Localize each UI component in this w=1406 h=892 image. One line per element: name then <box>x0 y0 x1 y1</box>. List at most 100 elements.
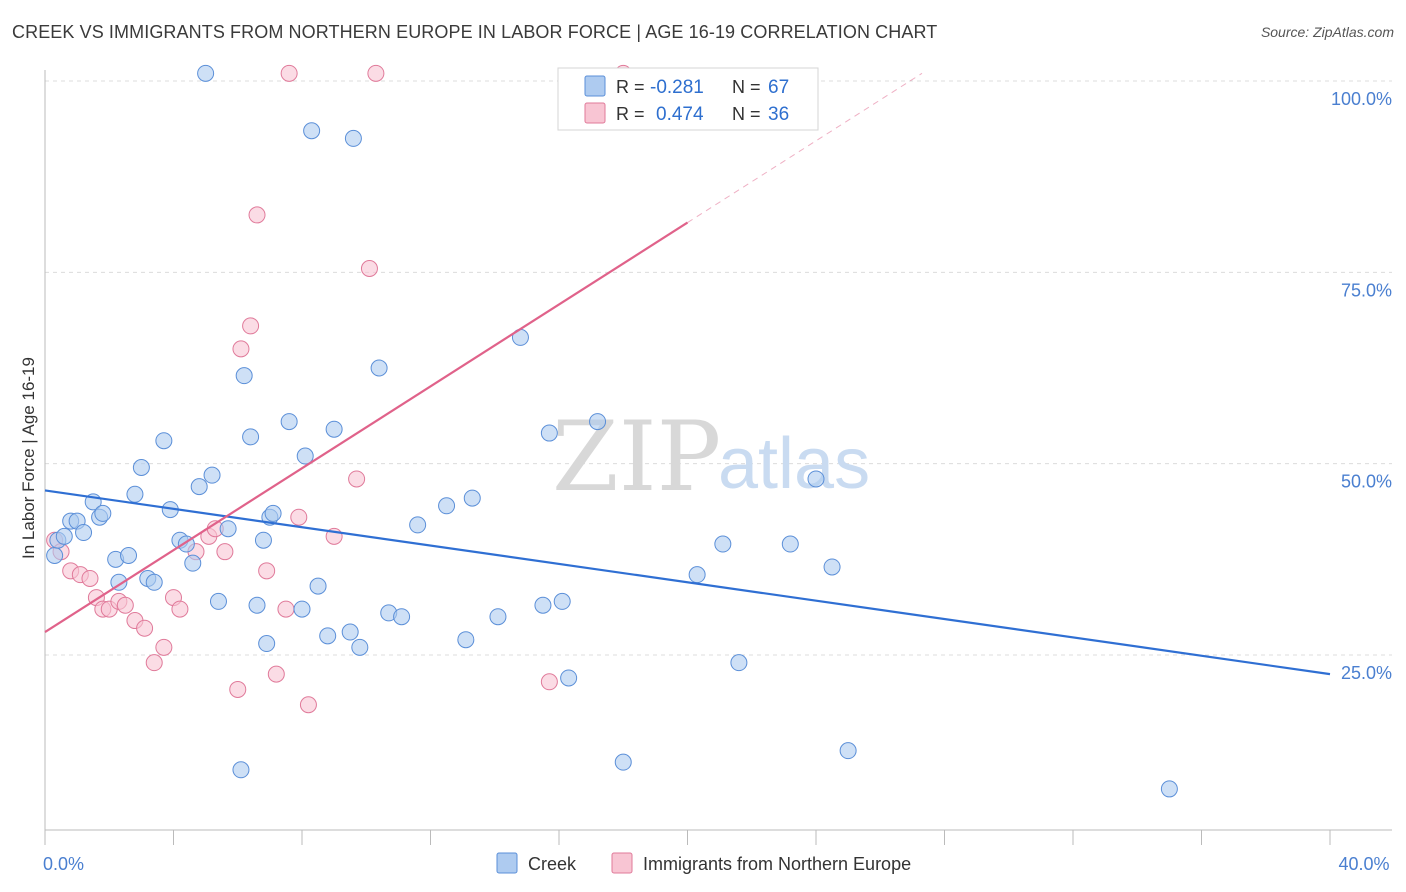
watermark-zip: ZIP <box>552 401 721 513</box>
data-point-creek <box>688 566 706 584</box>
series-immigrants-points <box>46 64 632 714</box>
data-point-creek <box>197 64 215 82</box>
data-point-creek <box>209 592 227 610</box>
legend-swatch-immigrants <box>584 102 606 124</box>
data-point-immigrants <box>540 673 558 691</box>
legend-swatch-creek <box>584 75 606 97</box>
legend-n-value: 36 <box>768 104 789 125</box>
x-tick-label: 40.0% <box>1338 854 1389 874</box>
y-tick-labels: 100.0% 75.0% 50.0% 25.0% <box>1331 89 1392 683</box>
data-point-creek <box>219 520 237 538</box>
data-point-immigrants <box>258 562 276 580</box>
data-point-creek <box>344 129 362 147</box>
legend-r-value: -0.281 <box>650 77 704 98</box>
legend-n-label: N = <box>732 104 761 124</box>
data-point-creek <box>126 485 144 503</box>
data-point-immigrants <box>116 596 134 614</box>
y-axis-label: In Labor Force | Age 16-19 <box>19 357 38 559</box>
data-point-creek <box>232 761 250 779</box>
bottom-legend-swatch-creek <box>496 852 518 874</box>
data-point-creek <box>293 600 311 618</box>
data-point-creek <box>1160 780 1178 798</box>
x-tick-labels: 0.0% 40.0% <box>43 854 1390 874</box>
data-point-creek <box>258 635 276 653</box>
trend-line-creek <box>44 489 1331 676</box>
data-point-creek <box>264 504 282 522</box>
data-point-creek <box>296 447 314 465</box>
data-point-immigrants <box>267 665 285 683</box>
data-point-immigrants <box>242 317 260 335</box>
data-point-creek <box>341 623 359 641</box>
x-ticks <box>44 830 1331 845</box>
data-point-creek <box>807 470 825 488</box>
y-tick-label: 100.0% <box>1331 89 1392 109</box>
data-point-creek <box>351 638 369 656</box>
data-point-creek <box>280 413 298 431</box>
data-point-creek <box>823 558 841 576</box>
data-point-creek <box>589 413 607 431</box>
source-credit: Source: ZipAtlas.com <box>1260 24 1394 40</box>
data-point-creek <box>714 535 732 553</box>
data-point-creek <box>46 547 64 565</box>
data-point-creek <box>145 573 163 591</box>
bottom-legend-swatch-immigrants <box>611 852 633 874</box>
data-point-immigrants <box>348 470 366 488</box>
data-point-creek <box>203 466 221 484</box>
data-point-immigrants <box>248 206 266 224</box>
data-point-creek <box>309 577 327 595</box>
data-point-creek <box>319 627 337 645</box>
axes <box>44 70 1392 831</box>
data-point-immigrants <box>136 619 154 637</box>
data-point-immigrants <box>229 680 247 698</box>
bottom-legend: Creek Immigrants from Northern Europe <box>496 852 911 874</box>
y-tick-label: 50.0% <box>1341 472 1392 492</box>
watermark: ZIP atlas <box>552 401 870 513</box>
chart-title: CREEK VS IMMIGRANTS FROM NORTHERN EUROPE… <box>12 22 938 42</box>
data-point-creek <box>120 547 138 565</box>
data-point-immigrants <box>280 64 298 82</box>
data-point-immigrants <box>171 600 189 618</box>
trend-line-immigrants-extension <box>687 72 923 224</box>
data-point-creek <box>560 669 578 687</box>
data-point-immigrants <box>367 64 385 82</box>
data-point-creek <box>155 432 173 450</box>
data-point-creek <box>489 608 507 626</box>
data-point-creek <box>540 424 558 442</box>
data-point-immigrants <box>155 638 173 656</box>
data-point-creek <box>409 516 427 534</box>
data-point-creek <box>730 654 748 672</box>
y-tick-label: 75.0% <box>1341 280 1392 300</box>
series-creek-points <box>46 64 1178 798</box>
data-point-creek <box>370 359 388 377</box>
legend-n-label: N = <box>732 77 761 97</box>
data-point-creek <box>235 367 253 385</box>
data-point-immigrants <box>299 696 317 714</box>
x-tick-label: 0.0% <box>43 854 84 874</box>
legend-n-value: 67 <box>768 77 789 98</box>
data-point-creek <box>94 504 112 522</box>
data-point-creek <box>242 428 260 446</box>
data-point-creek <box>553 592 571 610</box>
data-point-creek <box>839 742 857 760</box>
data-point-creek <box>303 122 321 140</box>
legend-box: R = -0.281 N = 67 R = 0.474 N = 36 <box>557 67 819 131</box>
data-point-immigrants <box>232 340 250 358</box>
data-point-creek <box>190 478 208 496</box>
trend-line-immigrants <box>44 221 689 633</box>
data-point-creek <box>781 535 799 553</box>
legend-r-label: R = <box>616 104 645 124</box>
data-point-immigrants <box>216 543 234 561</box>
y-tick-label: 25.0% <box>1341 663 1392 683</box>
trend-lines <box>44 72 1331 676</box>
data-point-immigrants <box>290 508 308 526</box>
legend-r-label: R = <box>616 77 645 97</box>
data-point-creek <box>614 753 632 771</box>
data-point-creek <box>55 527 73 545</box>
data-point-immigrants <box>360 260 378 278</box>
legend-r-value: 0.474 <box>656 104 704 125</box>
data-point-creek <box>75 524 93 542</box>
data-point-creek <box>463 489 481 507</box>
data-point-immigrants <box>277 600 295 618</box>
data-point-creek <box>248 596 266 614</box>
